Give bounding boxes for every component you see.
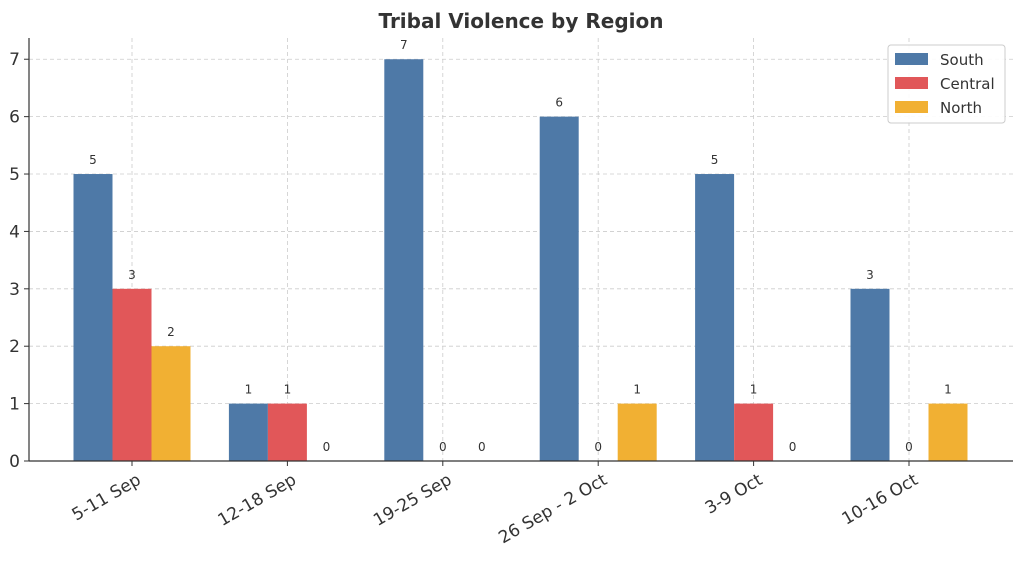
data-label: 3 [128, 268, 136, 282]
data-label: 1 [245, 383, 253, 397]
y-tick-label: 1 [9, 395, 20, 415]
data-label: 0 [323, 440, 331, 454]
y-tick-label: 3 [9, 280, 20, 300]
legend-swatch-central [895, 77, 928, 89]
x-tick-label: 10-16 Oct [839, 470, 922, 530]
x-tick-label: 19-25 Sep [370, 470, 455, 531]
bar-central [112, 288, 152, 461]
x-tick-label: 12-18 Sep [215, 470, 300, 531]
legend-swatch-north [895, 101, 928, 113]
data-label: 7 [400, 38, 408, 52]
bar-south [539, 116, 579, 462]
y-tick-label: 7 [9, 50, 20, 70]
bar-north [617, 403, 657, 461]
legend: South Central North [887, 44, 1006, 124]
legend-label-south: South [940, 51, 984, 69]
data-label: 0 [789, 440, 797, 454]
legend-label-north: North [940, 99, 982, 117]
y-tick-label: 0 [9, 452, 20, 472]
data-label: 2 [167, 325, 175, 339]
data-label: 6 [555, 96, 563, 110]
data-label: 0 [478, 440, 486, 454]
data-label: 0 [594, 440, 602, 454]
bar-north [151, 346, 191, 461]
bar-south [850, 288, 890, 461]
data-label: 3 [866, 268, 874, 282]
data-label: 1 [944, 383, 952, 397]
data-label: 1 [284, 383, 292, 397]
bar-south [228, 403, 268, 461]
data-label: 5 [711, 153, 719, 167]
y-tick-label: 2 [9, 337, 20, 357]
legend-swatch-south [895, 53, 928, 65]
data-label: 1 [750, 383, 758, 397]
y-tick-label: 6 [9, 108, 20, 128]
bar-central [734, 403, 774, 461]
chart-title: Tribal Violence by Region [379, 9, 664, 33]
bar-south [73, 174, 113, 461]
x-tick-label: 26 Sep - 2 Oct [495, 470, 611, 548]
bars: 5 1 7 6 5 3 3 1 0 0 1 0 2 0 0 1 0 1 [73, 38, 968, 462]
legend-label-central: Central [940, 75, 995, 93]
data-label: 0 [905, 440, 913, 454]
y-tick-label: 4 [9, 222, 20, 242]
x-tick-label: 5-11 Sep [69, 470, 145, 525]
data-label: 5 [89, 153, 97, 167]
bar-central [267, 403, 307, 461]
x-tick-label: 3-9 Oct [702, 470, 766, 519]
y-tick-label: 5 [9, 165, 20, 185]
bar-south [384, 59, 424, 462]
bar-south [695, 174, 735, 461]
grid [29, 38, 1013, 462]
data-label: 1 [633, 383, 641, 397]
bar-north [928, 403, 968, 461]
data-label: 0 [439, 440, 447, 454]
